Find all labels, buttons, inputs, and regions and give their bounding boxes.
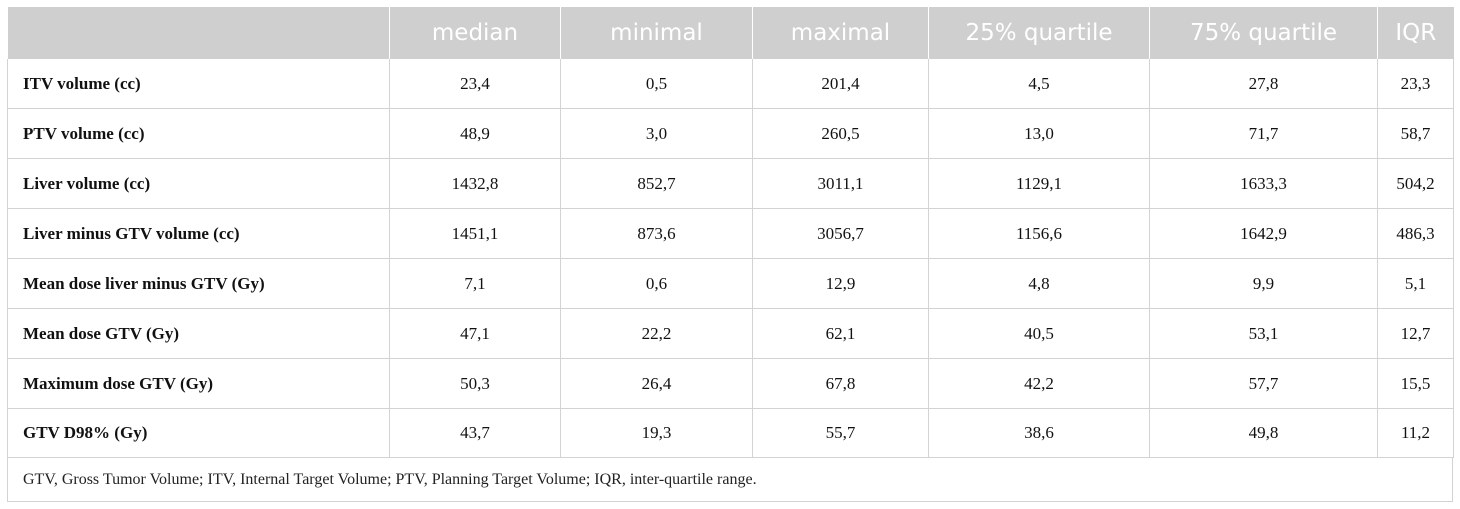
table-row: GTV D98% (Gy) 43,7 19,3 55,7 38,6 49,8 1…: [7, 408, 1454, 458]
table-row: Maximum dose GTV (Gy) 50,3 26,4 67,8 42,…: [7, 358, 1454, 409]
cell-iqr: 11,2: [1377, 408, 1454, 458]
header-cell-25-quartile: 25% quartile: [928, 7, 1150, 59]
header-cell-minimal: minimal: [560, 7, 753, 59]
cell-median: 23,4: [389, 59, 561, 109]
cell-minimal: 0,6: [560, 258, 753, 309]
table-row: Mean dose GTV (Gy) 47,1 22,2 62,1 40,5 5…: [7, 308, 1454, 359]
table-row: Liver minus GTV volume (cc) 1451,1 873,6…: [7, 208, 1454, 259]
row-label: ITV volume (cc): [7, 59, 390, 109]
cell-25-quartile: 40,5: [928, 308, 1150, 359]
cell-maximal: 3056,7: [752, 208, 929, 259]
cell-minimal: 19,3: [560, 408, 753, 458]
row-label: GTV D98% (Gy): [7, 408, 390, 458]
header-cell-iqr: IQR: [1377, 7, 1454, 59]
cell-iqr: 58,7: [1377, 108, 1454, 159]
cell-minimal: 852,7: [560, 158, 753, 209]
row-label: Liver volume (cc): [7, 158, 390, 209]
cell-iqr: 504,2: [1377, 158, 1454, 209]
cell-iqr: 15,5: [1377, 358, 1454, 409]
cell-25-quartile: 4,8: [928, 258, 1150, 309]
cell-maximal: 67,8: [752, 358, 929, 409]
cell-75-quartile: 27,8: [1149, 59, 1378, 109]
cell-minimal: 26,4: [560, 358, 753, 409]
row-label: Mean dose GTV (Gy): [7, 308, 390, 359]
table-row: Mean dose liver minus GTV (Gy) 7,1 0,6 1…: [7, 258, 1454, 309]
cell-75-quartile: 1633,3: [1149, 158, 1378, 209]
cell-median: 43,7: [389, 408, 561, 458]
cell-75-quartile: 71,7: [1149, 108, 1378, 159]
header-row: median minimal maximal 25% quartile 75% …: [7, 7, 1454, 59]
header-cell-blank: [7, 7, 390, 59]
cell-maximal: 55,7: [752, 408, 929, 458]
cell-median: 50,3: [389, 358, 561, 409]
cell-median: 1451,1: [389, 208, 561, 259]
cell-maximal: 12,9: [752, 258, 929, 309]
cell-iqr: 23,3: [1377, 59, 1454, 109]
cell-minimal: 22,2: [560, 308, 753, 359]
cell-minimal: 3,0: [560, 108, 753, 159]
cell-iqr: 5,1: [1377, 258, 1454, 309]
cell-25-quartile: 1129,1: [928, 158, 1150, 209]
header-cell-75-quartile: 75% quartile: [1149, 7, 1378, 59]
cell-75-quartile: 49,8: [1149, 408, 1378, 458]
cell-25-quartile: 42,2: [928, 358, 1150, 409]
table-row: Liver volume (cc) 1432,8 852,7 3011,1 11…: [7, 158, 1454, 209]
table-row: PTV volume (cc) 48,9 3,0 260,5 13,0 71,7…: [7, 108, 1454, 159]
cell-75-quartile: 53,1: [1149, 308, 1378, 359]
cell-median: 47,1: [389, 308, 561, 359]
cell-75-quartile: 9,9: [1149, 258, 1378, 309]
cell-25-quartile: 13,0: [928, 108, 1150, 159]
stats-table-container: median minimal maximal 25% quartile 75% …: [7, 7, 1454, 502]
cell-iqr: 12,7: [1377, 308, 1454, 359]
cell-median: 1432,8: [389, 158, 561, 209]
cell-iqr: 486,3: [1377, 208, 1454, 259]
cell-maximal: 201,4: [752, 59, 929, 109]
header-cell-maximal: maximal: [752, 7, 929, 59]
cell-25-quartile: 38,6: [928, 408, 1150, 458]
cell-median: 48,9: [389, 108, 561, 159]
cell-75-quartile: 1642,9: [1149, 208, 1378, 259]
header-cell-median: median: [389, 7, 561, 59]
cell-maximal: 260,5: [752, 108, 929, 159]
cell-maximal: 62,1: [752, 308, 929, 359]
row-label: Maximum dose GTV (Gy): [7, 358, 390, 409]
cell-75-quartile: 57,7: [1149, 358, 1378, 409]
cell-minimal: 0,5: [560, 59, 753, 109]
cell-25-quartile: 4,5: [928, 59, 1150, 109]
row-label: PTV volume (cc): [7, 108, 390, 159]
cell-25-quartile: 1156,6: [928, 208, 1150, 259]
table-footnote: GTV, Gross Tumor Volume; ITV, Internal T…: [7, 458, 1453, 502]
cell-maximal: 3011,1: [752, 158, 929, 209]
dose-volume-statistics-table: median minimal maximal 25% quartile 75% …: [7, 7, 1454, 458]
cell-minimal: 873,6: [560, 208, 753, 259]
row-label: Liver minus GTV volume (cc): [7, 208, 390, 259]
cell-median: 7,1: [389, 258, 561, 309]
table-row: ITV volume (cc) 23,4 0,5 201,4 4,5 27,8 …: [7, 59, 1454, 109]
row-label: Mean dose liver minus GTV (Gy): [7, 258, 390, 309]
